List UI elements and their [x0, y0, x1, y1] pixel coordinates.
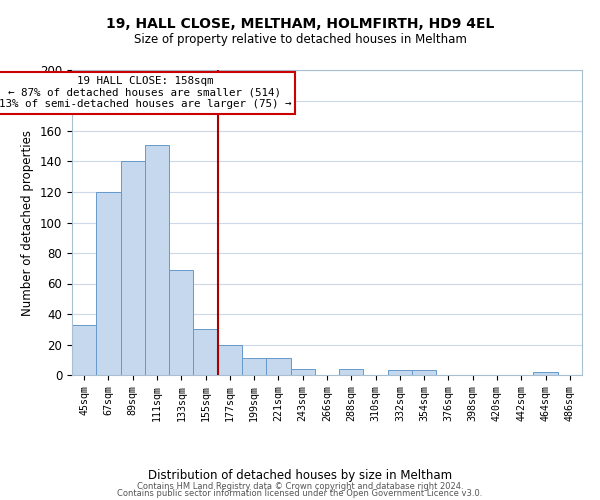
- Bar: [533, 372, 558, 375]
- Text: Contains HM Land Registry data © Crown copyright and database right 2024.: Contains HM Land Registry data © Crown c…: [137, 482, 463, 491]
- Bar: [242, 358, 266, 375]
- Bar: [72, 324, 96, 375]
- Y-axis label: Number of detached properties: Number of detached properties: [22, 130, 34, 316]
- Bar: [218, 344, 242, 375]
- Bar: [121, 162, 145, 375]
- Bar: [169, 270, 193, 375]
- Text: 19 HALL CLOSE: 158sqm
← 87% of detached houses are smaller (514)
13% of semi-det: 19 HALL CLOSE: 158sqm ← 87% of detached …: [0, 76, 291, 110]
- Text: 19, HALL CLOSE, MELTHAM, HOLMFIRTH, HD9 4EL: 19, HALL CLOSE, MELTHAM, HOLMFIRTH, HD9 …: [106, 18, 494, 32]
- Bar: [193, 329, 218, 375]
- Bar: [412, 370, 436, 375]
- Text: Distribution of detached houses by size in Meltham: Distribution of detached houses by size …: [148, 470, 452, 482]
- Text: Contains public sector information licensed under the Open Government Licence v3: Contains public sector information licen…: [118, 488, 482, 498]
- Text: Size of property relative to detached houses in Meltham: Size of property relative to detached ho…: [134, 32, 466, 46]
- Bar: [96, 192, 121, 375]
- Bar: [339, 369, 364, 375]
- Bar: [388, 370, 412, 375]
- Bar: [266, 358, 290, 375]
- Bar: [145, 144, 169, 375]
- Bar: [290, 369, 315, 375]
